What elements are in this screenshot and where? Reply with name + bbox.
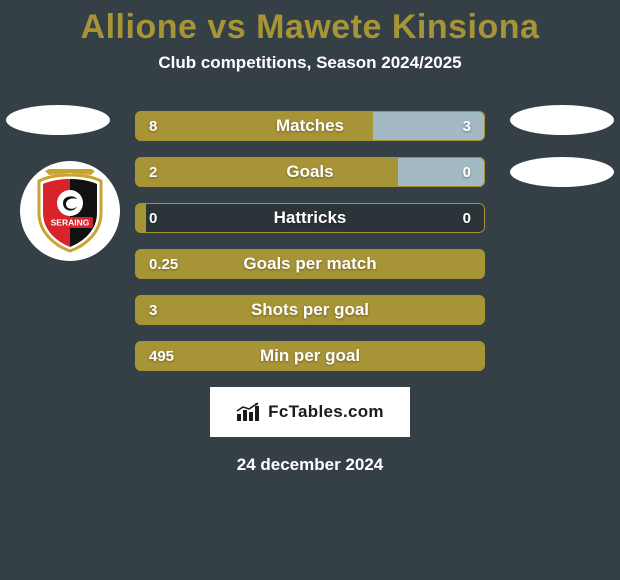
stat-value-right: 0 [449, 157, 485, 187]
chart-icon [236, 402, 262, 422]
stat-bar: 0.25Goals per match [135, 249, 485, 279]
page-title: Allione vs Mawete Kinsiona [0, 0, 620, 47]
stat-label: Hattricks [135, 203, 485, 233]
stat-value-right: 0 [449, 203, 485, 233]
stat-value-right: 3 [449, 111, 485, 141]
stat-bar: 8Matches3 [135, 111, 485, 141]
stat-label: Shots per goal [135, 295, 485, 325]
stats-area: SERAING 8Matches32Goals00Hattricks00.25G… [0, 111, 620, 371]
stat-bar: 3Shots per goal [135, 295, 485, 325]
stat-bar: 495Min per goal [135, 341, 485, 371]
player-oval-left [6, 105, 110, 135]
watermark: FcTables.com [210, 387, 410, 437]
stat-label: Goals [135, 157, 485, 187]
shield-icon: SERAING [33, 169, 107, 253]
subtitle: Club competitions, Season 2024/2025 [0, 53, 620, 73]
stat-label: Matches [135, 111, 485, 141]
player-oval-right [510, 105, 614, 135]
stat-label: Goals per match [135, 249, 485, 279]
watermark-text: FcTables.com [268, 402, 384, 422]
footer-date: 24 december 2024 [0, 455, 620, 475]
stat-label: Min per goal [135, 341, 485, 371]
stat-bar: 2Goals0 [135, 157, 485, 187]
club-crest-left: SERAING [20, 161, 120, 261]
stat-bar: 0Hattricks0 [135, 203, 485, 233]
crest-banner-text: SERAING [51, 218, 90, 228]
player-oval-right-2 [510, 157, 614, 187]
comparison-card: Allione vs Mawete Kinsiona Club competit… [0, 0, 620, 580]
stat-bars: 8Matches32Goals00Hattricks00.25Goals per… [135, 111, 485, 371]
